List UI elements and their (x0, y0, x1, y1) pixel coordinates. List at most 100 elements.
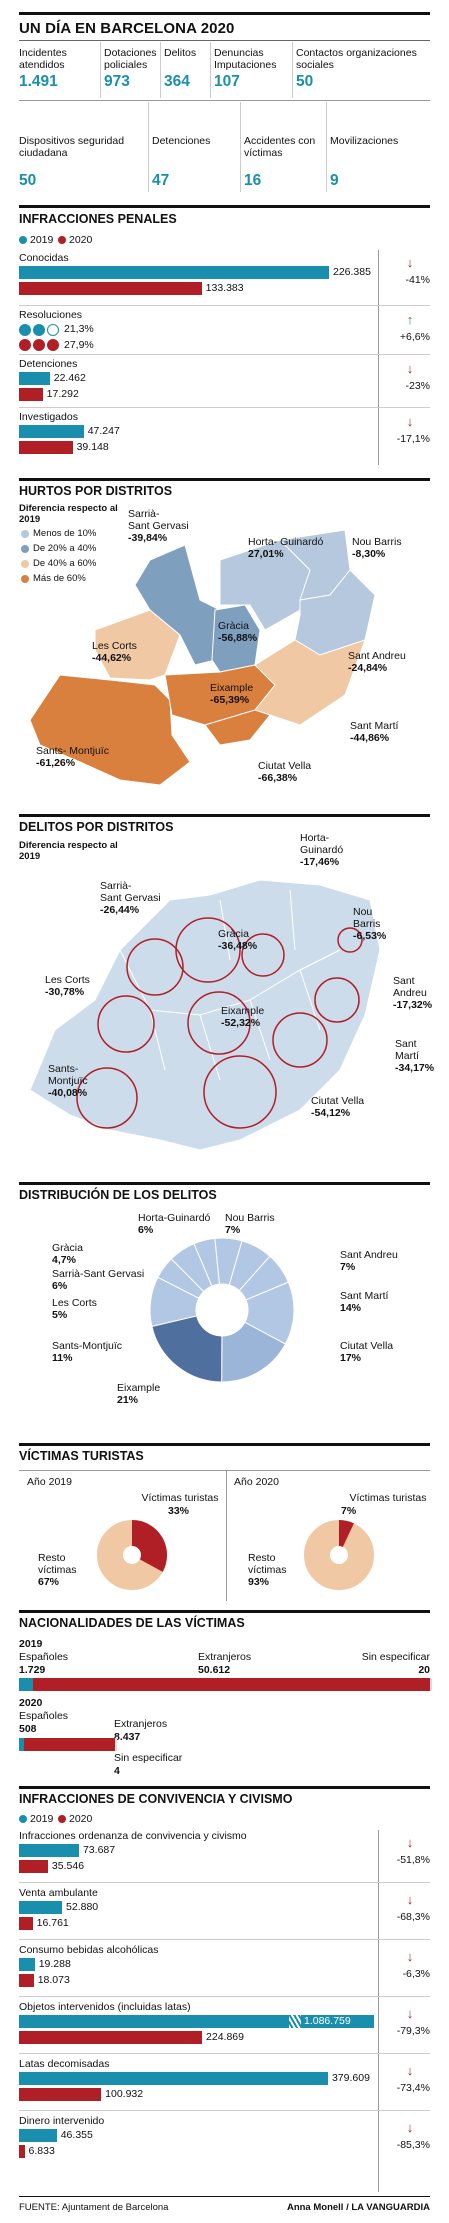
donut-label: Eixample 21% (117, 1382, 160, 1406)
stats-rule (19, 100, 430, 101)
donut-label-pct: 7% (340, 1261, 356, 1273)
district-name: Gràcia (218, 620, 249, 632)
district-name: Horta- Guinardó (300, 832, 344, 856)
footer-credit: Anna Monell / LA VANGUARDIA (286, 2202, 430, 2213)
row-rule (19, 2110, 430, 2111)
donut-slice (151, 1315, 223, 1383)
value-2019: 47.247 (87, 425, 120, 437)
convivencia-label: Objetos intervenidos (incluidas latas) (19, 2001, 191, 2013)
stat-label: Accidentes con víctimas (244, 135, 316, 159)
district-value: -6,53% (353, 930, 387, 942)
district-name: Sants- Montjuïc (48, 1063, 88, 1087)
district-value: 27,01% (248, 548, 284, 560)
resoluciones-dot-2019 (47, 324, 59, 336)
convivencia-label: Venta ambulante (19, 1887, 98, 1899)
legend-label-2019: 2019 (30, 234, 54, 246)
arrow-down-icon: ↓ (406, 2120, 414, 2135)
arrow-down-icon: ↓ (406, 414, 414, 429)
donut-label: Sarrià-Sant Gervasi 6% (52, 1268, 144, 1292)
value-2020: 6.833 (28, 2145, 55, 2157)
nac-2019-sin-value: 20 (418, 1664, 430, 1676)
district-ciutat-vella (204, 709, 271, 746)
value-2020: 18.073 (37, 1974, 70, 1986)
district-circle (76, 1067, 138, 1129)
district-circle (337, 927, 363, 953)
district-label: Sant Martí -34,17% (395, 1038, 434, 1074)
convivencia-label: Latas decomisadas (19, 2058, 110, 2070)
district-name: Sant Andreu (348, 650, 406, 662)
section-title-victimas: VÍCTIMAS TURISTAS (19, 1449, 144, 1463)
change-pct: -41% (405, 274, 430, 286)
district-label: Les Corts -30,78% (45, 974, 90, 998)
nac-2019-ext-label: Extranjeros (198, 1651, 252, 1663)
footer-source-label: FUENTE: (19, 2202, 60, 2213)
district-label: Les Corts -44,62% (92, 640, 137, 664)
delitos-map (29, 879, 381, 1151)
bar-2019 (19, 1901, 63, 1914)
district-label: Ciutat Vella -54,12% (311, 1095, 364, 1119)
nac-2020-sin-label: Sin especificar (114, 1752, 183, 1764)
district-value: -52,32% (221, 1017, 261, 1029)
penales-label: Investigados (19, 411, 78, 423)
value-2020: 35.546 (51, 1860, 85, 1872)
district-label: Gràcia -56,88% (218, 620, 257, 644)
stats-divider (210, 42, 211, 98)
change-pct: -79,3% (396, 2025, 430, 2037)
donut-slice (221, 1321, 287, 1383)
bar-2020 (19, 388, 43, 401)
row-rule (19, 1939, 430, 1940)
legend-label: De 40% a 60% (33, 558, 97, 569)
hurtos-map (29, 529, 376, 786)
stat-value: 1.491 (19, 73, 58, 90)
value-2019: 21,3% (64, 323, 94, 335)
section-title-convivencia: INFRACCIONES DE CONVIVENCIA Y CIVISMO (19, 1792, 293, 1806)
district-name: Sarrià- Sant Gervasi (100, 880, 161, 904)
delitos-legend-title: Diferencia respecto al 2019 (19, 840, 118, 862)
donut-label: Les Corts 5% (52, 1297, 97, 1321)
convivencia-separator (378, 1830, 379, 2192)
bar-espanoles (19, 1678, 33, 1691)
page-title: UN DÍA EN BARCELONA 2020 (19, 20, 235, 37)
footer-source-value: Ajuntament de Barcelona (61, 2202, 169, 2213)
arrow-up-icon: ↑ (406, 312, 414, 327)
value-2019: 73.687 (82, 1844, 116, 1856)
distribucion-donut (149, 1237, 295, 1383)
resoluciones-dot-2019 (33, 324, 45, 336)
nac-2020-ext-label: Extranjeros (114, 1718, 168, 1730)
bar-2019 (19, 2129, 57, 2142)
district-name: Les Corts (92, 640, 137, 652)
district-name: Nou Barris (352, 536, 402, 548)
port-lines (189, 744, 241, 773)
section-title-hurtos: HURTOS POR DISTRITOS (19, 484, 173, 498)
penales-label: Detenciones (19, 358, 78, 370)
donut-label-pct: 14% (340, 1302, 362, 1314)
value-2019: 22.462 (53, 372, 86, 384)
nac-2019-esp-label: Españoles (19, 1651, 69, 1663)
bar-sin-especificar (429, 1678, 432, 1691)
value-2019: 226.385 (333, 266, 371, 278)
district-circle (314, 977, 360, 1023)
section-rule (19, 1786, 430, 1789)
district-value: -40,08% (48, 1087, 88, 1099)
district-circle (97, 995, 155, 1053)
legend-swatch (21, 545, 29, 553)
donut-slice (193, 1237, 220, 1287)
district-name: Gràcia (218, 928, 249, 940)
nac-2019-ext-value: 50.612 (198, 1664, 231, 1676)
bar-2020 (19, 2031, 203, 2044)
district-borders (119, 889, 341, 1081)
change-pct: -68,3% (396, 1911, 430, 1923)
section-title-infracciones-penales: INFRACCIONES PENALES (19, 212, 177, 226)
resoluciones-dot-2020 (33, 339, 45, 351)
value-2019: 379.609 (331, 2072, 370, 2084)
change-pct: -6,3% (402, 1968, 430, 1980)
stat-value: 47 (152, 172, 170, 189)
district-value: -54,12% (311, 1107, 351, 1119)
victimas-2020-tur-label: Víctimas turistas (349, 1492, 427, 1504)
donut-label-pct: 6% (52, 1280, 68, 1292)
row-rule (19, 407, 430, 408)
nac-year-2019: 2019 (19, 1638, 43, 1650)
district-circle (241, 933, 285, 977)
value-2019: 19.288 (38, 1958, 71, 1970)
victimas-donut-2019 (97, 1520, 167, 1590)
